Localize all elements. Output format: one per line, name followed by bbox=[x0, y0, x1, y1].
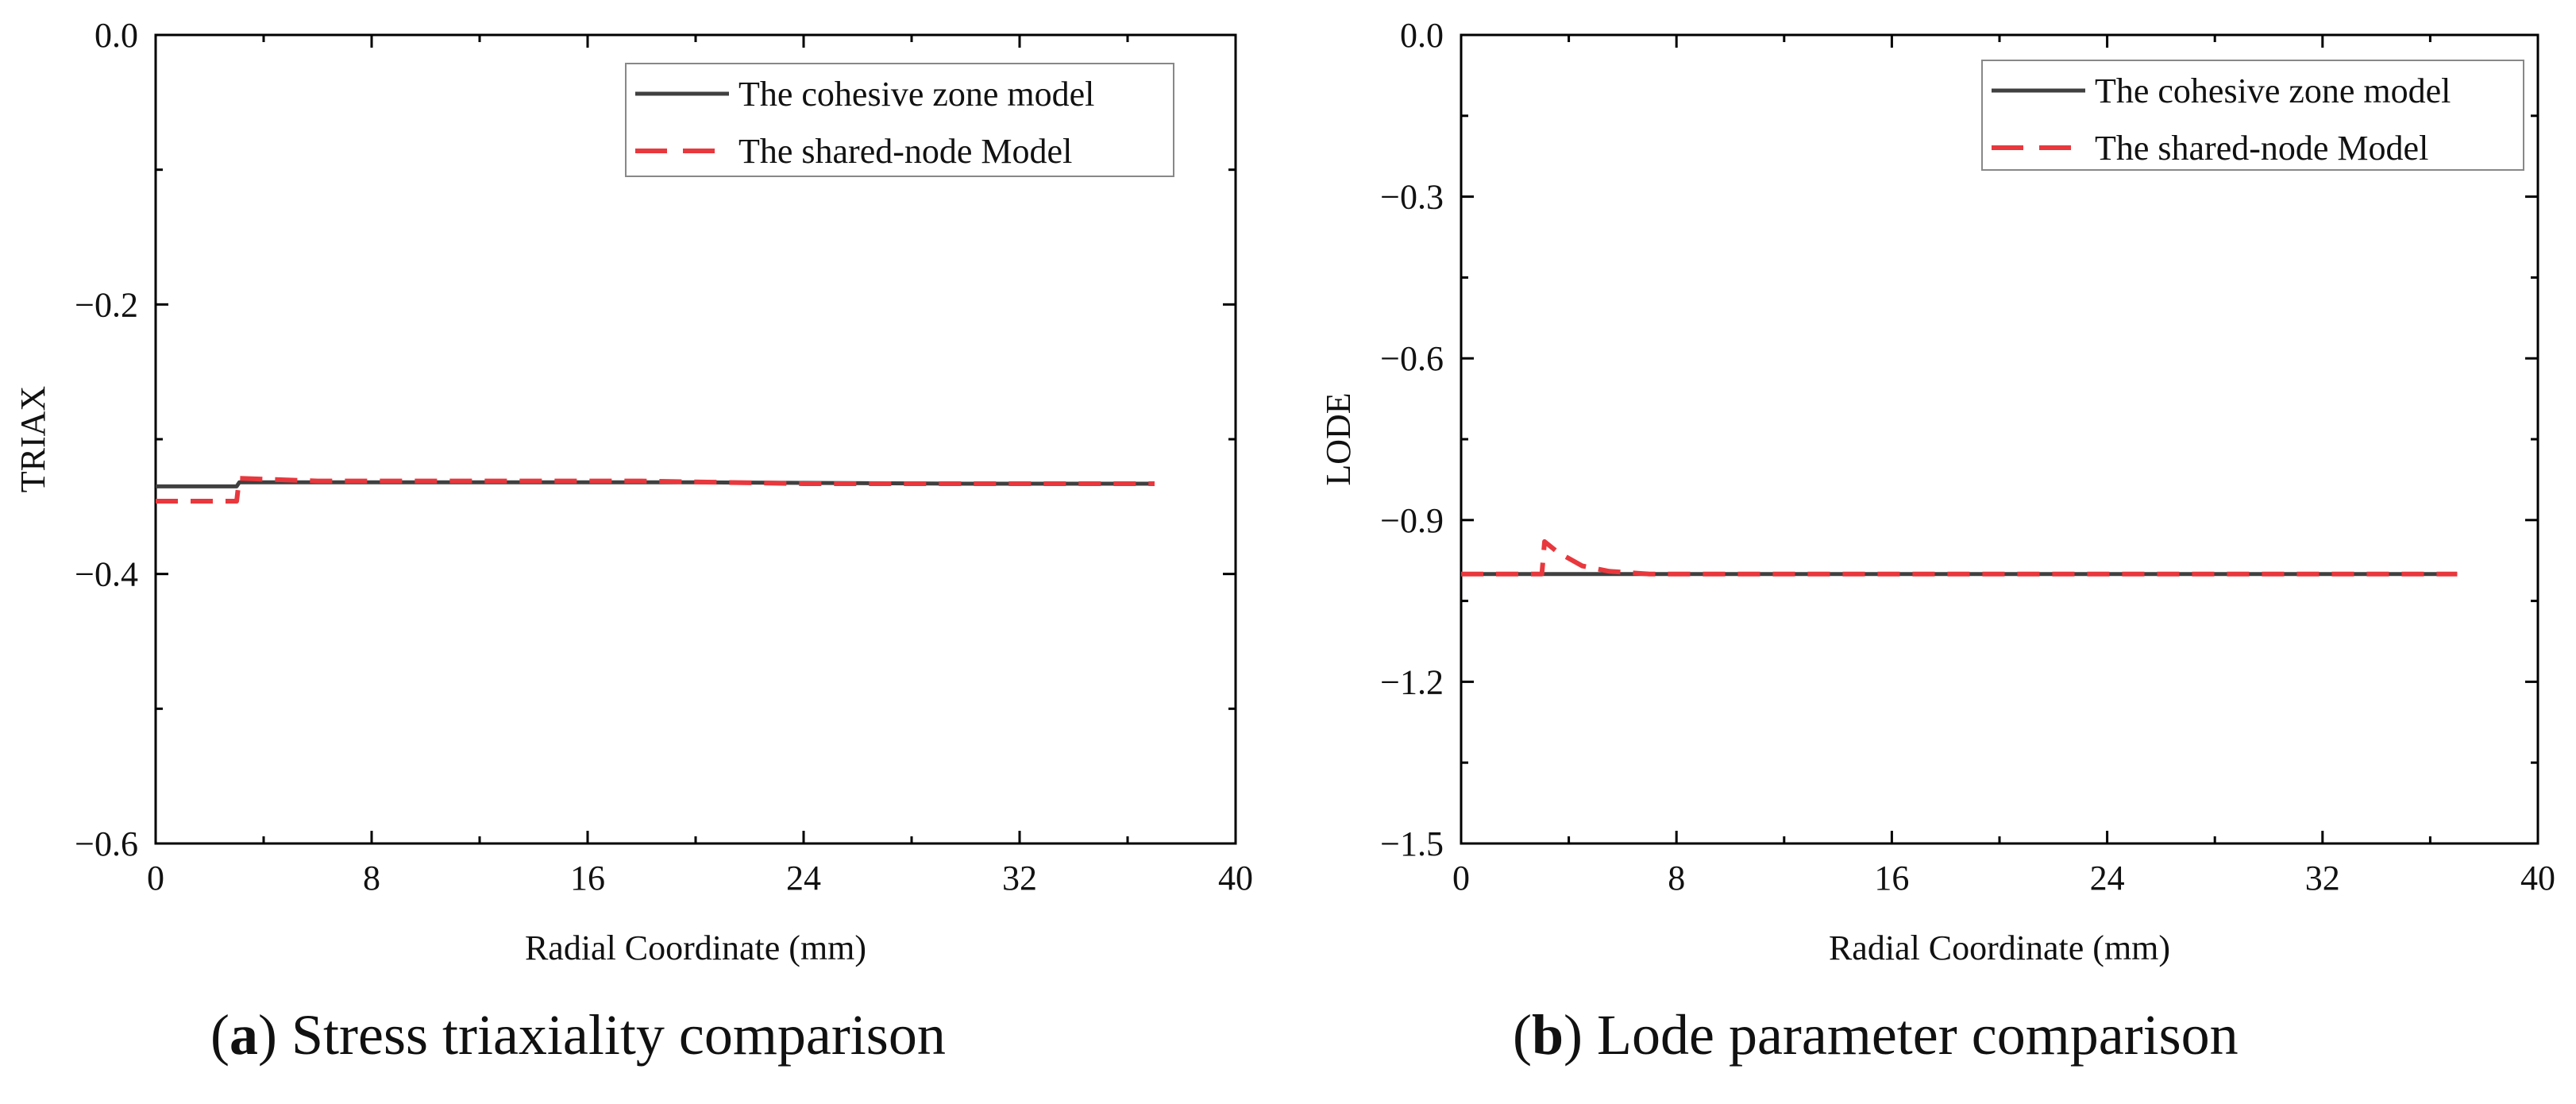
chart-a-series-cohesive-zone-line bbox=[156, 480, 1155, 488]
chart-a-x-tick-label: 24 bbox=[786, 859, 821, 897]
caption-a-label: a bbox=[229, 1003, 258, 1067]
caption-b: (b) Lode parameter comparison bbox=[1513, 1003, 2239, 1067]
chart-a-x-tick-label: 8 bbox=[363, 859, 380, 897]
chart-a-legend: The cohesive zone model The shared-node M… bbox=[625, 63, 1174, 177]
caption-a: (a) Stress triaxiality comparison bbox=[210, 1003, 946, 1067]
chart-b-x-tick-label: 16 bbox=[1874, 859, 1909, 897]
caption-b-text: Lode parameter comparison bbox=[1597, 1003, 2239, 1067]
chart-b-series-shared-node-line bbox=[1461, 538, 2458, 577]
chart-a: 0 8 16 24 32 40 0.0 −0.2 −0.4 −0.6 Radial Coordina… bbox=[13, 16, 1253, 967]
chart-a-series-shared-node-line bbox=[156, 476, 1155, 504]
chart-a-x-tick-label: 16 bbox=[570, 859, 605, 897]
chart-b-y-tick-label: −0.3 bbox=[1380, 178, 1444, 217]
chart-a-y-axis-label: TRIAX bbox=[13, 386, 52, 492]
chart-b: 0 8 16 24 32 40 0.0 −0.3 −0.6 −0.9 −1.2 −1.5 Radial … bbox=[1319, 16, 2555, 967]
figure: 0 8 16 24 32 40 0.0 −0.2 −0.4 −0.6 Radial Coordina… bbox=[13, 16, 2555, 967]
chart-b-x-tick-label: 24 bbox=[2090, 859, 2125, 897]
chart-a-legend-box bbox=[625, 63, 1174, 177]
chart-a-y-tick-label: −0.6 bbox=[75, 824, 138, 863]
chart-a-legend-label-shared-node: The shared-node Model bbox=[738, 132, 1072, 171]
caption-b-label: b bbox=[1531, 1003, 1564, 1067]
chart-a-x-tick-label: 40 bbox=[1218, 859, 1253, 897]
chart-b-y-axis-label: LODE bbox=[1319, 392, 1358, 485]
chart-b-x-tick-label: 32 bbox=[2305, 859, 2340, 897]
chart-b-x-tick-label: 0 bbox=[1452, 859, 1470, 897]
chart-a-x-tick-label: 0 bbox=[147, 859, 164, 897]
chart-b-y-tick-label: −1.5 bbox=[1380, 824, 1444, 863]
chart-b-y-tick-label: 0.0 bbox=[1400, 16, 1444, 55]
chart-b-x-tick-label: 40 bbox=[2520, 859, 2555, 897]
chart-b-x-tick-label: 8 bbox=[1668, 859, 1685, 897]
chart-b-y-tick-label: −0.6 bbox=[1380, 339, 1444, 378]
chart-a-y-tick-label: −0.4 bbox=[75, 555, 138, 594]
chart-b-y-tick-label: −0.9 bbox=[1380, 501, 1444, 540]
chart-a-legend-label-cohesive-zone: The cohesive zone model bbox=[738, 75, 1094, 114]
chart-b-legend-box bbox=[1981, 60, 2524, 171]
chart-a-x-tick-label: 32 bbox=[1002, 859, 1037, 897]
chart-b-legend-label-cohesive-zone: The cohesive zone model bbox=[2095, 71, 2451, 110]
chart-b-legend: The cohesive zone model The shared-node M… bbox=[1981, 60, 2524, 171]
chart-a-x-axis-label: Radial Coordinate (mm) bbox=[525, 928, 866, 967]
chart-a-y-tick-label: −0.2 bbox=[75, 285, 138, 324]
chart-b-y-tick-label: −1.2 bbox=[1380, 662, 1444, 701]
chart-b-legend-label-shared-node: The shared-node Model bbox=[2095, 129, 2428, 168]
caption-a-text: Stress triaxiality comparison bbox=[291, 1003, 946, 1067]
chart-a-y-tick-label: 0.0 bbox=[94, 16, 138, 55]
chart-b-x-axis-label: Radial Coordinate (mm) bbox=[1829, 928, 2170, 967]
